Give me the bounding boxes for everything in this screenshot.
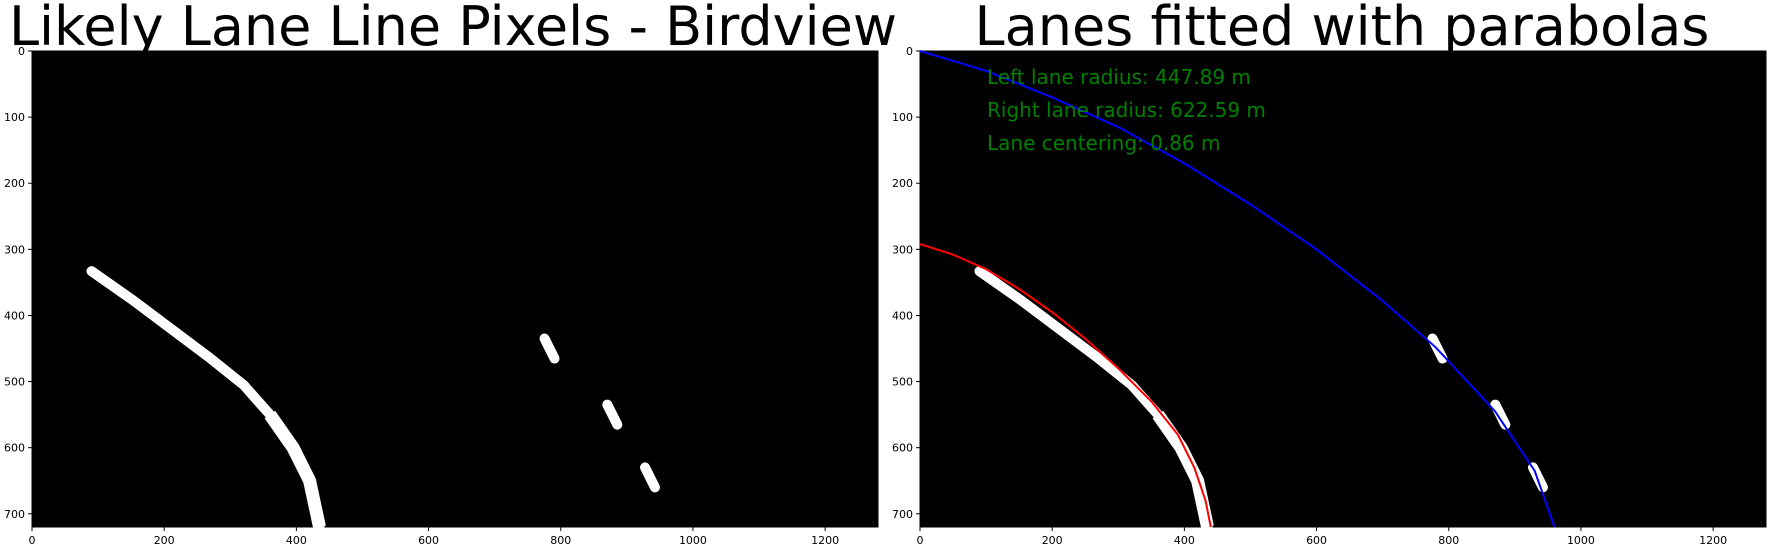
y-tick-label: 300 (892, 243, 913, 256)
fitted-marks (919, 50, 1556, 532)
y-tick-label: 400 (4, 309, 25, 322)
birdview-image-area (32, 51, 878, 527)
x-tick-label: 0 (917, 534, 924, 547)
y-tick-label: 100 (4, 111, 25, 124)
y-tick-label: 700 (4, 508, 25, 521)
axes-frame (31, 50, 879, 528)
x-tick-label: 400 (1174, 534, 1195, 547)
birdview-axes: 0 200 400 600 800 1000 1200 0 100 200 300 400 500 600… (4, 45, 879, 547)
fitted-image-area (920, 51, 1766, 527)
fitted-axes: 0 200 400 600 800 1000 1200 0 100 200 300 400 500 600… (892, 45, 1767, 547)
y-tick-label: 200 (4, 177, 25, 190)
right-lane-segment (639, 462, 660, 493)
x-tick-label: 600 (1306, 534, 1327, 547)
y-tick-label: 500 (892, 376, 913, 389)
x-tick-label: 800 (1438, 534, 1459, 547)
x-tick-label: 1000 (1567, 534, 1595, 547)
right-lane-segment (602, 399, 623, 430)
x-tick-label: 400 (286, 534, 307, 547)
y-tick-label: 700 (892, 508, 913, 521)
lane-centering-annotation: Lane centering: 0.86 m (987, 131, 1220, 155)
birdview-panel: Likely Lane Line Pixels - Birdview 0 200 4… (4, 0, 897, 547)
y-tick-label: 300 (4, 243, 25, 256)
y-tick-label: 400 (892, 309, 913, 322)
x-tick-label: 800 (550, 534, 571, 547)
y-tick-label: 100 (892, 111, 913, 124)
x-tick-label: 0 (29, 534, 36, 547)
right-radius-annotation: Right lane radius: 622.59 m (987, 98, 1266, 122)
y-tick-label: 200 (892, 177, 913, 190)
left-fit-curve (919, 243, 1212, 528)
y-tick-label: 500 (4, 376, 25, 389)
x-tick-label: 200 (154, 534, 175, 547)
left-lane-pixels-base (264, 410, 326, 529)
left-radius-annotation: Left lane radius: 447.89 m (987, 65, 1251, 89)
right-lane-segment (1490, 399, 1511, 430)
left-lane-pixels-base (1152, 410, 1214, 529)
right-lane-segment (539, 333, 560, 364)
y-tick-label: 600 (892, 442, 913, 455)
x-tick-label: 1000 (679, 534, 707, 547)
y-tick-label: 0 (18, 45, 25, 58)
birdview-marks (86, 266, 660, 532)
x-tick-label: 1200 (1699, 534, 1727, 547)
right-fit-curve (919, 50, 1556, 528)
y-tick-label: 0 (906, 45, 913, 58)
x-tick-label: 200 (1042, 534, 1063, 547)
birdview-title: Likely Lane Line Pixels - Birdview (9, 0, 897, 58)
fitted-panel: Lanes fitted with parabolas 0 200 400 600 80… (892, 0, 1767, 547)
y-tick-label: 600 (4, 442, 25, 455)
fitted-title: Lanes fitted with parabolas (975, 0, 1710, 58)
axes-frame (919, 50, 1767, 528)
x-tick-label: 1200 (811, 534, 839, 547)
x-tick-label: 600 (418, 534, 439, 547)
